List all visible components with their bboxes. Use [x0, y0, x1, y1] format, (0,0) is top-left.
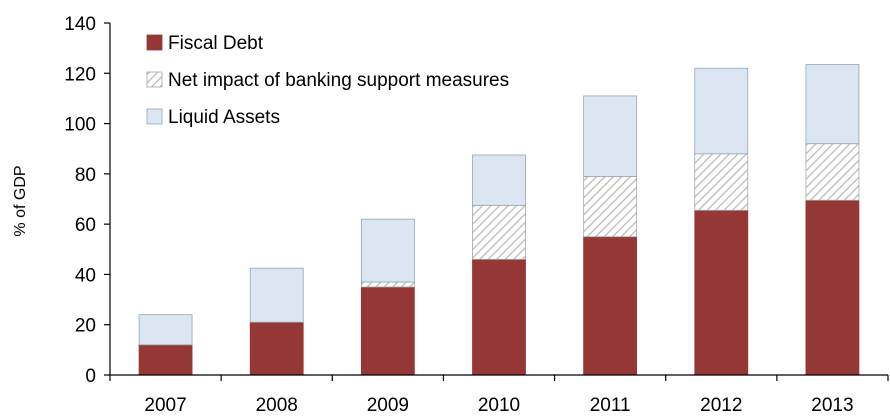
- bar-segment-2011-series-1: [583, 175, 638, 238]
- x-tick-label: 2012: [700, 395, 742, 416]
- axes-layer: 0 20 40 60 80 100 120 140 2007 2008 2009 2010 2011 20…: [12, 14, 889, 416]
- y-tick-label: 60: [75, 215, 96, 236]
- legend: Fiscal Debt Net impact of banking support…: [146, 33, 509, 128]
- bar-segment-2007-series-0: [138, 344, 193, 376]
- bar-segment-2012-series-2: [694, 67, 749, 155]
- bar-segment-2007-series-2: [138, 314, 193, 346]
- legend-label-0: Fiscal Debt: [168, 33, 264, 54]
- bar-segment-2008-series-0: [249, 321, 304, 376]
- legend-swatch-1: [146, 71, 163, 88]
- x-tick-label: 2011: [590, 395, 631, 416]
- bars-layer: [138, 64, 860, 376]
- x-tick-label: 2010: [478, 395, 520, 416]
- x-tick-label: 2008: [256, 395, 298, 416]
- bar-segment-2009-series-1: [360, 281, 415, 288]
- bar-segment-2012-series-0: [694, 209, 749, 376]
- y-tick-label: 20: [75, 316, 96, 337]
- legend-label-2: Liquid Assets: [168, 107, 280, 128]
- y-tick-label: 40: [75, 265, 96, 286]
- bar-segment-2011-series-2: [583, 95, 638, 177]
- y-tick-label: 0: [85, 366, 96, 387]
- y-tick-label: 80: [75, 165, 96, 186]
- y-tick-label: 100: [64, 115, 96, 136]
- x-tick-label: 2013: [811, 395, 853, 416]
- bar-segment-2008-series-2: [249, 267, 304, 323]
- bar-segment-2013-series-1: [805, 143, 860, 201]
- x-tick-label: 2009: [367, 395, 409, 416]
- bar-segment-2012-series-1: [694, 153, 749, 211]
- bar-segment-2010-series-1: [472, 204, 526, 260]
- legend-label-1: Net impact of banking support measures: [168, 70, 509, 91]
- y-tick-label: 140: [64, 14, 96, 35]
- y-tick-label: 120: [64, 64, 96, 85]
- bar-segment-2009-series-0: [360, 286, 415, 376]
- y-axis-title: % of GDP: [12, 165, 29, 236]
- bar-segment-2009-series-2: [360, 218, 415, 283]
- x-tick-label: 2007: [144, 395, 186, 416]
- bar-segment-2013-series-0: [805, 199, 860, 376]
- bar-segment-2011-series-0: [583, 236, 638, 376]
- legend-swatch-2: [146, 108, 163, 125]
- bar-segment-2013-series-2: [805, 64, 860, 145]
- bar-segment-2010-series-0: [472, 258, 526, 376]
- legend-swatch-0: [146, 34, 163, 51]
- bar-segment-2010-series-2: [472, 154, 526, 206]
